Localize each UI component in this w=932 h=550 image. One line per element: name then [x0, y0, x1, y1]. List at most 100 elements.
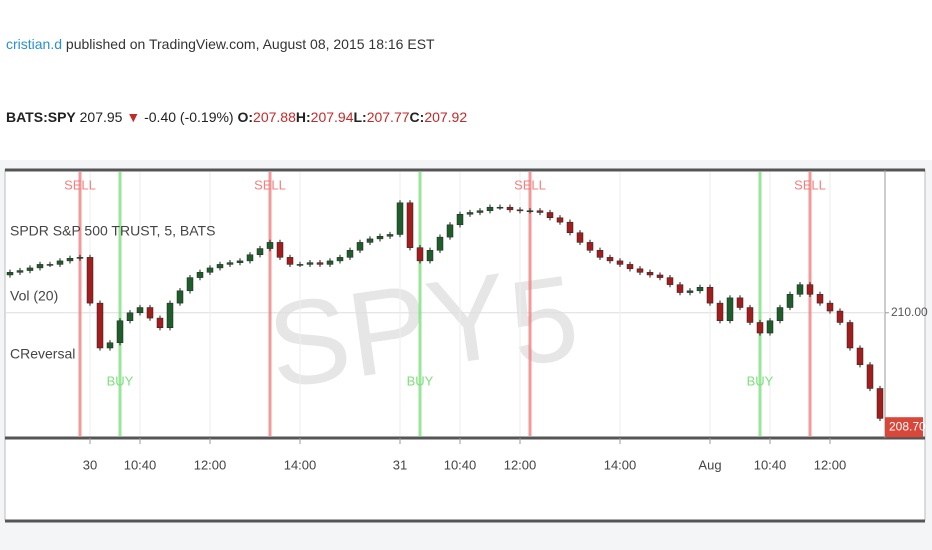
ohlc-value: 207.88 — [253, 109, 296, 125]
change: -0.40 (-0.19%) — [144, 109, 233, 125]
candle-body — [606, 257, 614, 262]
candle-body — [646, 272, 654, 276]
candle-body — [436, 236, 444, 251]
candle-body — [186, 277, 194, 292]
candle-body — [536, 210, 544, 213]
candle-body — [636, 268, 644, 273]
candle-body — [196, 272, 204, 278]
header-line: cristian.d published on TradingView.com,… — [6, 36, 435, 52]
y-tick-label: 210.00 — [891, 305, 928, 319]
signal-line — [758, 172, 762, 436]
candle-body — [216, 264, 224, 269]
candle-body — [126, 312, 134, 321]
candle-body — [506, 206, 514, 211]
candle-body — [16, 270, 24, 273]
candle-body — [276, 242, 284, 258]
candle-body — [656, 274, 664, 278]
candle-body — [106, 342, 114, 349]
x-tick-label: 10:40 — [754, 457, 787, 472]
candle-body — [576, 232, 584, 243]
signal-label: SELL — [254, 177, 286, 192]
candle-body — [376, 235, 384, 240]
candle-body — [626, 264, 634, 270]
signal-line — [808, 172, 812, 436]
ohlc-value: 207.77 — [367, 109, 410, 125]
candle-body — [36, 264, 44, 269]
candle-body — [766, 320, 774, 334]
ohlc-label: H: — [296, 109, 311, 125]
symbol: BATS:SPY — [6, 109, 76, 125]
candle-body — [556, 217, 564, 223]
candle-body — [686, 290, 694, 293]
ohlc-label: C: — [410, 109, 425, 125]
candle-body — [176, 290, 184, 304]
candle-body — [346, 250, 354, 258]
candle-body — [876, 388, 884, 419]
x-tick-label: Aug — [698, 457, 721, 472]
candle-body — [6, 272, 14, 276]
candle-body — [256, 248, 264, 255]
candle-body — [96, 302, 104, 349]
candle-body — [26, 267, 34, 271]
x-tick-label: 31 — [393, 457, 407, 472]
candle-body — [706, 287, 714, 304]
candle-body — [246, 254, 254, 262]
candle-body — [156, 317, 164, 329]
candle-body — [846, 322, 854, 349]
candle-body — [56, 260, 64, 265]
x-tick-label: 30 — [83, 457, 97, 472]
watermark: SPY — [260, 248, 516, 414]
candle-body — [296, 264, 304, 266]
candle-body — [476, 210, 484, 213]
x-tick-label: 14:00 — [284, 457, 317, 472]
candle-body — [416, 247, 424, 262]
candle-body — [116, 320, 124, 343]
candle-body — [696, 287, 704, 292]
candle-body — [546, 212, 554, 219]
candle-body — [76, 257, 84, 259]
candle-body — [776, 307, 784, 321]
signal-label: BUY — [407, 373, 434, 388]
candle-body — [586, 242, 594, 251]
candle-body — [226, 262, 234, 265]
last-price-tag — [885, 417, 923, 438]
candle-body — [526, 210, 534, 212]
candle-body — [306, 262, 314, 265]
author[interactable]: cristian.d — [6, 36, 62, 52]
candle-body — [596, 250, 604, 258]
candle-body — [746, 307, 754, 323]
signal-label: SELL — [514, 177, 546, 192]
published: published on TradingView.com, August 08,… — [66, 36, 435, 52]
signal-line — [118, 172, 122, 436]
x-tick-label: 12:00 — [194, 457, 227, 472]
signal-line — [528, 172, 532, 436]
candle-body — [836, 310, 844, 323]
x-tick-label: 12:00 — [814, 457, 847, 472]
candle-body — [676, 284, 684, 293]
candle-body — [866, 364, 874, 389]
chart-frame — [4, 169, 926, 521]
candle-body — [366, 238, 374, 243]
ohlc-label: L: — [353, 109, 366, 125]
ohlc-value: 207.94 — [311, 109, 354, 125]
candle-body — [136, 307, 144, 314]
candle-body — [166, 302, 174, 329]
candle-body — [206, 267, 214, 273]
candle-body — [326, 260, 334, 265]
signal-line — [78, 172, 82, 436]
candle-body — [426, 250, 434, 262]
legend-entry: SPDR S&P 500 TRUST, 5, BATS — [10, 223, 215, 239]
candle-body — [446, 224, 454, 238]
candle-body — [266, 242, 274, 249]
candle-body — [46, 264, 54, 266]
candle-body — [756, 322, 764, 334]
ohlc-value: 207.92 — [424, 109, 467, 125]
candle-body — [786, 294, 794, 308]
candle-body — [146, 307, 154, 319]
x-tick-label: 12:00 — [504, 457, 537, 472]
x-tick-label: 14:00 — [604, 457, 637, 472]
candle-body — [316, 262, 324, 265]
candle-body — [396, 202, 404, 235]
signal-line — [418, 172, 422, 436]
